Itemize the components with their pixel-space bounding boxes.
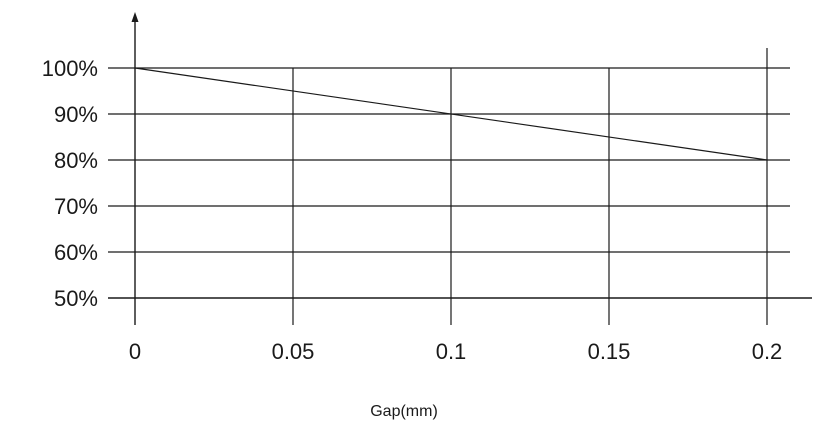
- x-tick-label: 0.2: [752, 339, 783, 364]
- series-layer: [134, 67, 768, 161]
- series-line: [134, 67, 768, 161]
- y-tick-label: 70%: [54, 194, 98, 219]
- y-tick-label: 80%: [54, 148, 98, 173]
- y-tick-label: 60%: [54, 240, 98, 265]
- grid-layer: [108, 48, 812, 325]
- y-axis-arrow: [131, 12, 139, 22]
- x-tick-label: 0.1: [436, 339, 467, 364]
- x-axis-title: Gap(mm): [370, 403, 438, 420]
- y-tick-label: 100%: [42, 56, 98, 81]
- y-tick-labels: 50% 60% 70% 80% 90% 100%: [42, 56, 98, 311]
- x-tick-label: 0: [129, 339, 141, 364]
- x-tick-labels: 0 0.05 0.1 0.15 0.2: [129, 339, 782, 364]
- x-tick-label: 0.15: [588, 339, 631, 364]
- y-tick-label: 50%: [54, 286, 98, 311]
- y-tick-label: 90%: [54, 102, 98, 127]
- x-tick-label: 0.05: [272, 339, 315, 364]
- axes-layer: [131, 12, 139, 325]
